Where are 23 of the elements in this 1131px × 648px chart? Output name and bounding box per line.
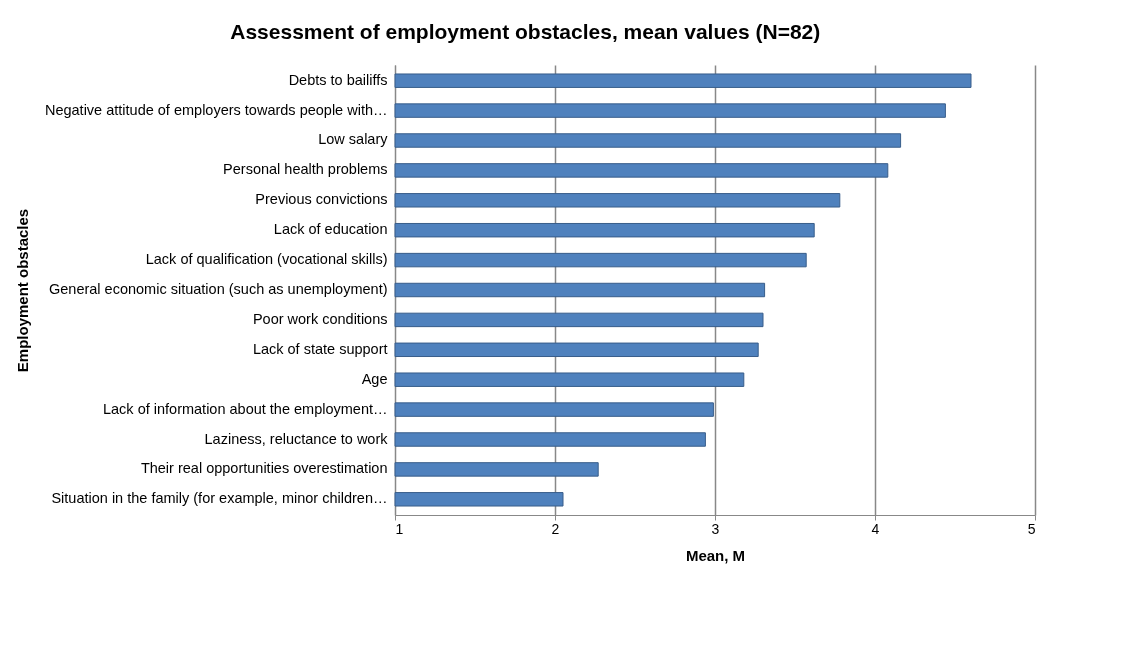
x-tick-label: 4: [871, 520, 880, 537]
y-tick-label: Laziness, reluctance to work: [204, 430, 389, 447]
x-axis-title: Mean, M: [685, 546, 746, 564]
y-tick-label: Low salary: [318, 131, 389, 148]
y-tick-label: Situation in the family (for example, minor children…: [51, 490, 388, 507]
y-tick-label: General economic situation (such as unemployment): [49, 281, 388, 297]
y-tick-label: Age: [361, 370, 388, 387]
x-tick-label: 2: [551, 520, 560, 537]
y-tick-label: Lack of qualification (vocational skills): [145, 251, 388, 268]
y-tick-label: Lack of state support: [252, 340, 388, 357]
y-tick-label: Lack of information about the employment…: [102, 400, 388, 417]
y-tick-label: Negative attitude of employers towards people with…: [44, 101, 388, 118]
x-tick-label: 5: [1027, 520, 1036, 537]
x-tick-label: 1: [395, 520, 404, 537]
x-tick-label: 3: [711, 520, 720, 537]
y-tick-label: Poor work conditions: [252, 310, 388, 327]
y-tick-label: Previous convictions: [255, 191, 388, 208]
chart-title: Assessment of employment obstacles, mean values (N=82): [230, 20, 821, 43]
y-axis-title: Employment obstacles: [13, 208, 31, 373]
y-tick-label: Personal health problems: [223, 161, 388, 178]
y-tick-label: Their real opportunities overestimation: [140, 460, 388, 477]
y-tick-label: Debts to bailiffs: [288, 71, 388, 88]
y-tick-label: Lack of education: [273, 221, 388, 238]
